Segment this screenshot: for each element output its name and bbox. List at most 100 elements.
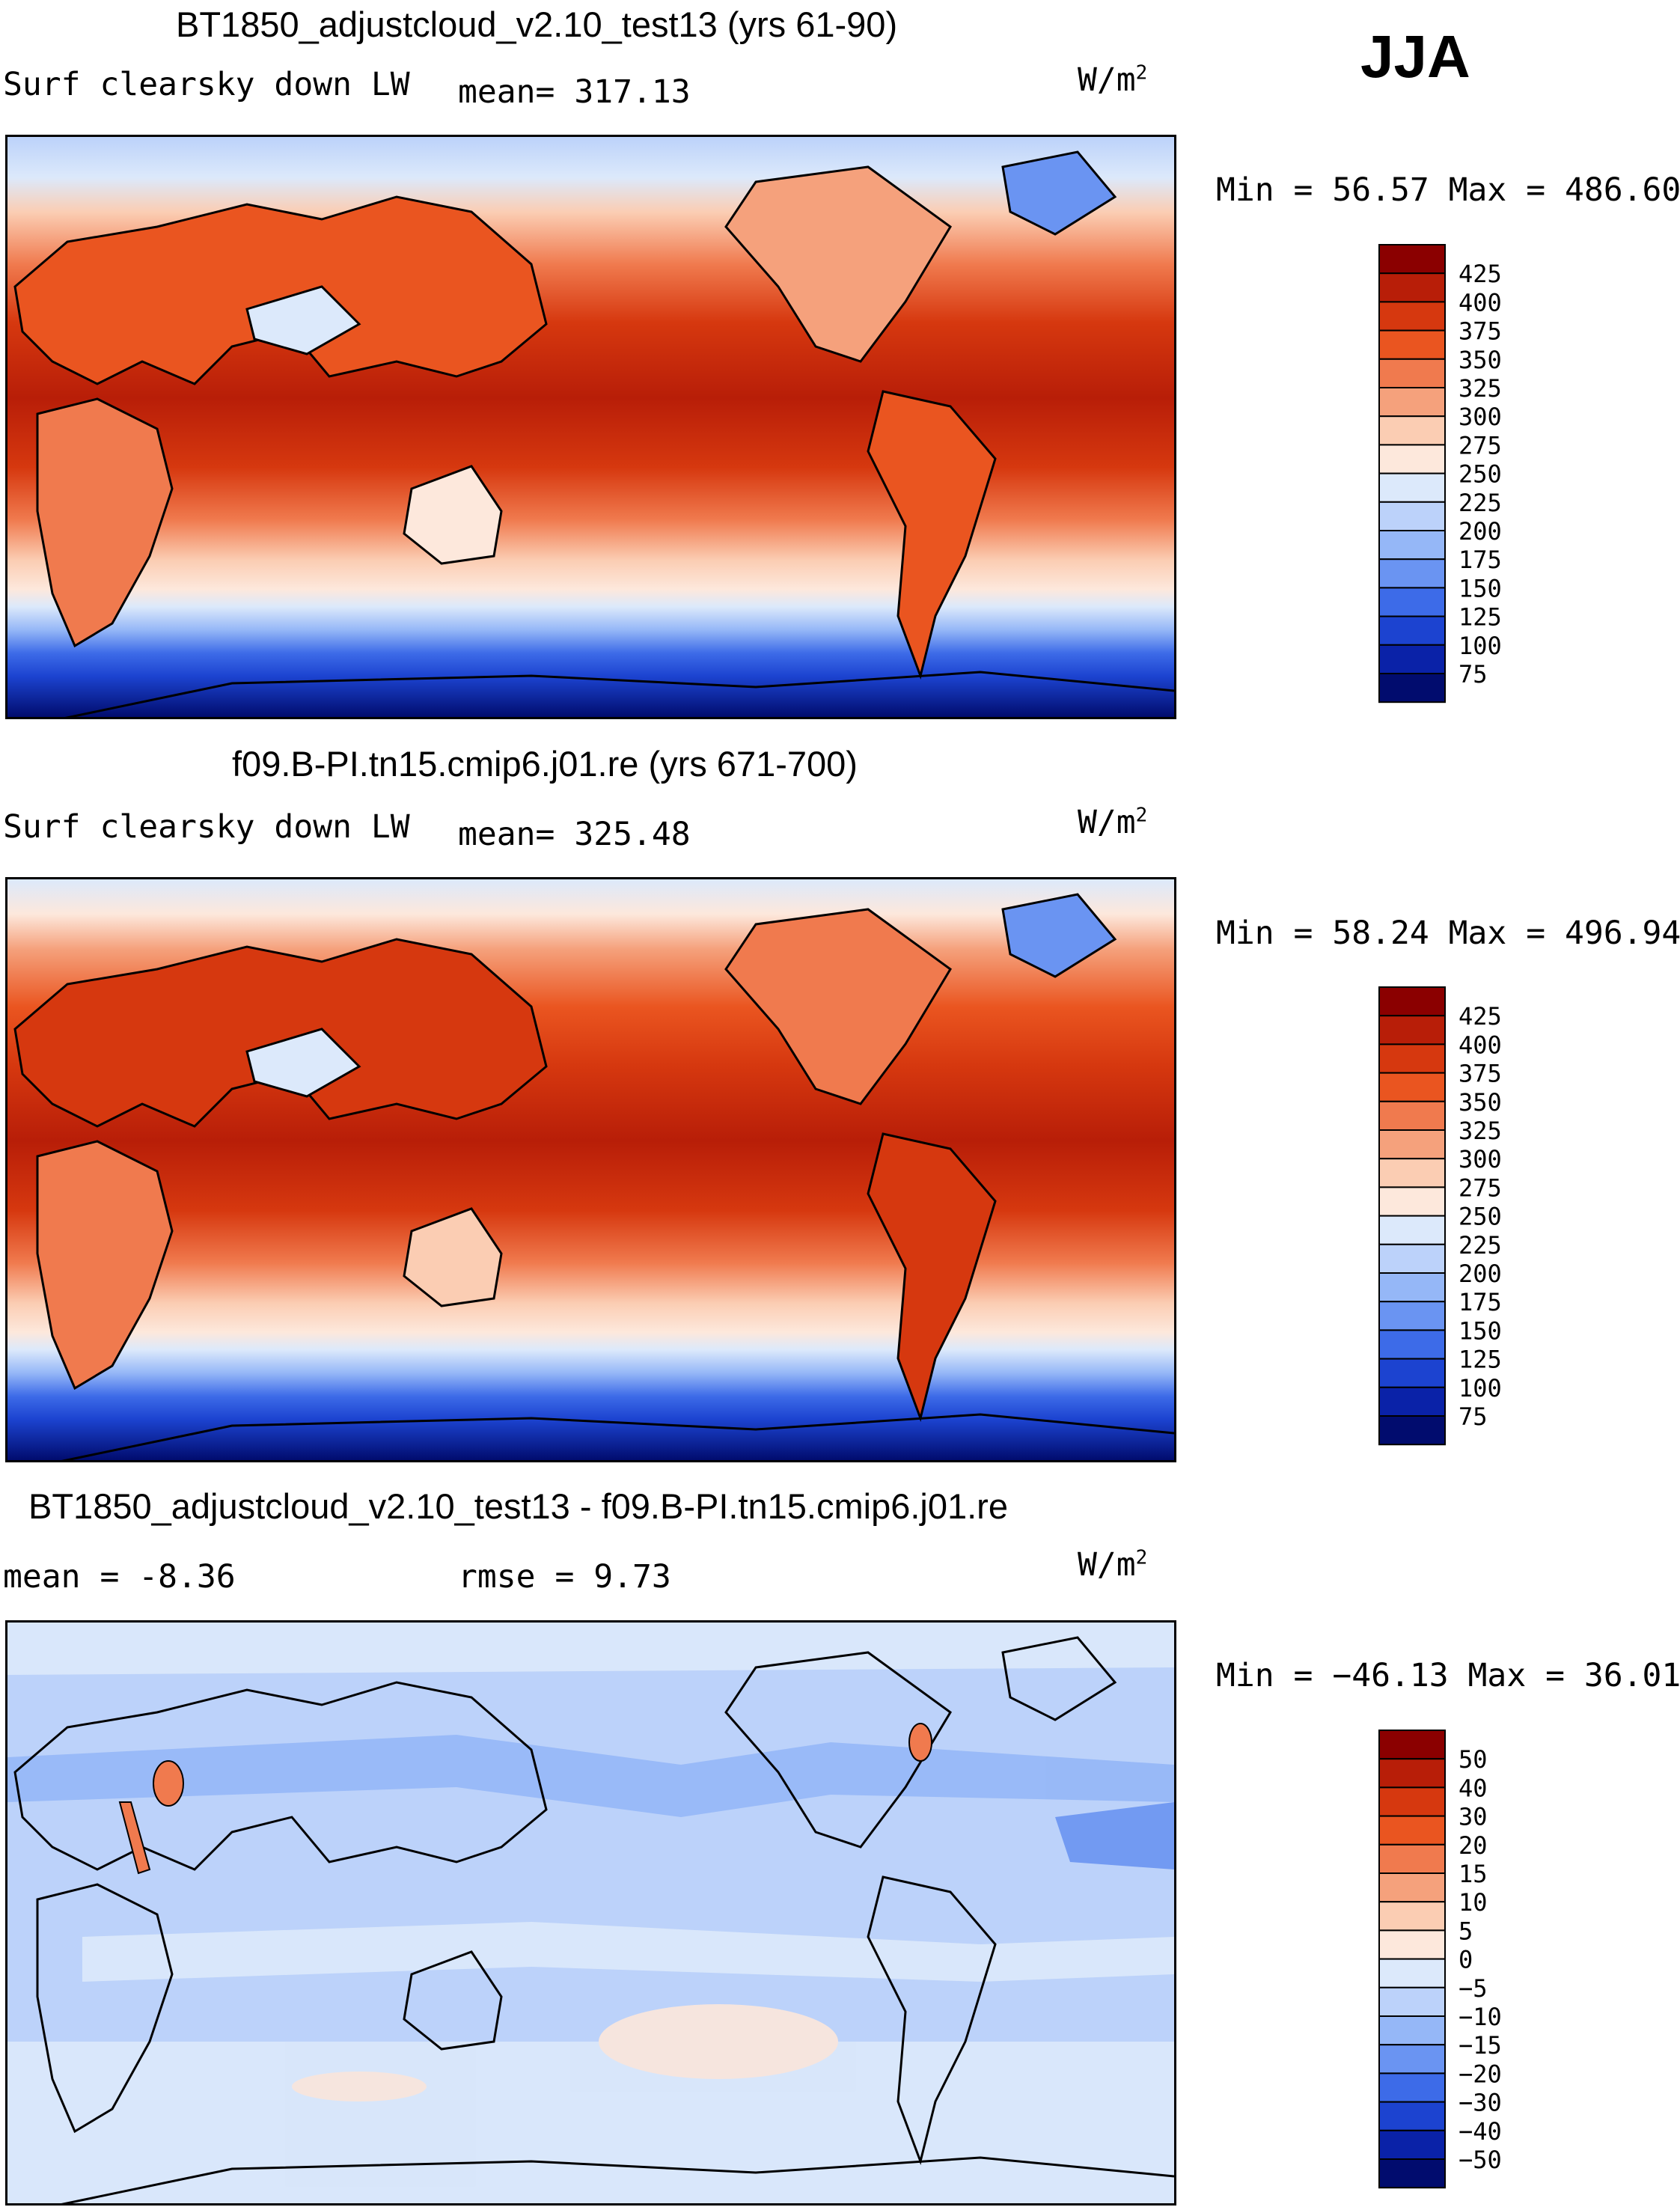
colorbar-box	[1378, 387, 1446, 418]
colorbar-box	[1378, 644, 1446, 674]
colorbar-tick-label: 325	[1458, 1117, 1502, 1145]
colorbar-tick-label: −40	[1458, 2117, 1502, 2146]
colorbar-box	[1378, 272, 1446, 303]
panel2-colorbar: 425 400 375 350 325 300 275 250 225 200 175 150 125 1…	[1378, 986, 1604, 1451]
panel2-map	[5, 877, 1176, 1462]
colorbar-tick-label: 100	[1458, 632, 1502, 660]
panel2-title: f09.B-PI.tn15.cmip6.j01.re (yrs 671-700)	[232, 744, 858, 784]
colorbar-box	[1378, 501, 1446, 531]
colorbar-box	[1378, 587, 1446, 617]
colorbar-box	[1378, 1815, 1446, 1846]
colorbar-tick-label: 150	[1458, 574, 1502, 602]
panel3-title: BT1850_adjustcloud_v2.10_test13 - f09.B-…	[28, 1486, 1008, 1526]
colorbar-box	[1378, 1929, 1446, 1960]
colorbar-box	[1378, 358, 1446, 389]
colorbar-box	[1378, 1043, 1446, 1074]
colorbar-tick-label: 175	[1458, 1288, 1502, 1316]
colorbar-tick-label: 425	[1458, 260, 1502, 288]
panel1-map	[5, 135, 1176, 719]
colorbar-box	[1378, 2044, 1446, 2075]
colorbar-box	[1378, 558, 1446, 589]
colorbar-tick-label: 0	[1458, 1946, 1473, 1974]
colorbar-box	[1378, 1986, 1446, 2017]
colorbar-box	[1378, 2158, 1446, 2189]
colorbar-box	[1378, 415, 1446, 446]
panel3-minmax-label: Min = −46.13 Max = 36.01	[1216, 1657, 1680, 1694]
colorbar-box	[1378, 615, 1446, 646]
colorbar-tick-label: 40	[1458, 1774, 1488, 1802]
colorbar-box	[1378, 1415, 1446, 1446]
colorbar-box	[1378, 329, 1446, 360]
colorbar-tick-label: 10	[1458, 1888, 1488, 1917]
colorbar-tick-label: 400	[1458, 288, 1502, 317]
panel3-units-label: W/m2	[1078, 1546, 1148, 1584]
colorbar-tick-label: 250	[1458, 1203, 1502, 1231]
colorbar-box	[1378, 2072, 1446, 2103]
colorbar-box	[1378, 2129, 1446, 2160]
colorbar-tick-label: 125	[1458, 603, 1502, 632]
colorbar-box	[1378, 444, 1446, 474]
colorbar-tick-label: 275	[1458, 431, 1502, 460]
colorbar-tick-label: −10	[1458, 2003, 1502, 2031]
panel1-title: BT1850_adjustcloud_v2.10_test13 (yrs 61-…	[176, 4, 898, 44]
colorbar-tick-label: 150	[1458, 1316, 1502, 1345]
colorbar-box	[1378, 1958, 1446, 1988]
colorbar-box	[1378, 2015, 1446, 2046]
panel3-rmse-label: rmse = 9.73	[458, 1558, 671, 1596]
colorbar-box	[1378, 1272, 1446, 1303]
colorbar-box	[1378, 301, 1446, 332]
colorbar-box	[1378, 1158, 1446, 1188]
panel3-mean-label: mean = -8.36	[3, 1558, 236, 1596]
colorbar-box	[1378, 1358, 1446, 1388]
panel1-colorbar: 425 400 375 350 325 300 275 250 225 200 175 150 125 1…	[1378, 244, 1604, 709]
colorbar-tick-label: 375	[1458, 317, 1502, 346]
colorbar-box	[1378, 1100, 1446, 1132]
colorbar-box	[1378, 244, 1446, 275]
colorbar-box	[1378, 1901, 1446, 1932]
colorbar-tick-label: 200	[1458, 1260, 1502, 1288]
panel2-mean-label: mean= 325.48	[458, 816, 691, 853]
colorbar-tick-label: 15	[1458, 1860, 1488, 1888]
colorbar-tick-label: 125	[1458, 1346, 1502, 1374]
colorbar-box	[1378, 1243, 1446, 1274]
colorbar-box	[1378, 1329, 1446, 1360]
panel2-units-label: W/m2	[1078, 804, 1148, 841]
panel3-colorbar: 50 40 30 20 15 10 5 0 −5 −10 −15 −20 −30 −40 −50	[1378, 1730, 1604, 2194]
colorbar-box	[1378, 1301, 1446, 1331]
colorbar-tick-label: 250	[1458, 460, 1502, 489]
colorbar-box	[1378, 1072, 1446, 1102]
colorbar-tick-label: −5	[1458, 1974, 1488, 2003]
colorbar-tick-label: 225	[1458, 489, 1502, 517]
colorbar-tick-label: 20	[1458, 1831, 1488, 1860]
colorbar-tick-label: 275	[1458, 1173, 1502, 1202]
colorbar-box	[1378, 986, 1446, 1017]
colorbar-tick-label: 30	[1458, 1803, 1488, 1831]
colorbar-tick-label: 300	[1458, 403, 1502, 431]
colorbar-box	[1378, 1730, 1446, 1760]
colorbar-tick-label: 325	[1458, 374, 1502, 403]
colorbar-tick-label: 400	[1458, 1031, 1502, 1059]
panel1-mean-label: mean= 317.13	[458, 73, 691, 111]
panel1-variable-label: Surf clearsky down LW	[3, 66, 410, 103]
colorbar-box	[1378, 1015, 1446, 1046]
colorbar-tick-label: 350	[1458, 346, 1502, 374]
season-label: JJA	[1360, 23, 1470, 90]
colorbar-tick-label: 75	[1458, 1402, 1488, 1431]
colorbar-box	[1378, 1758, 1446, 1789]
colorbar-tick-label: 200	[1458, 517, 1502, 546]
colorbar-box	[1378, 472, 1446, 503]
colorbar-tick-label: −15	[1458, 2031, 1502, 2060]
colorbar-box	[1378, 1186, 1446, 1217]
colorbar-tick-label: −30	[1458, 2089, 1502, 2117]
colorbar-tick-label: 175	[1458, 546, 1502, 574]
colorbar-tick-label: 225	[1458, 1231, 1502, 1260]
colorbar-tick-label: 5	[1458, 1917, 1473, 1945]
colorbar-tick-label: 425	[1458, 1002, 1502, 1031]
panel1-minmax-label: Min = 56.57 Max = 486.60	[1216, 171, 1680, 209]
colorbar-tick-label: 375	[1458, 1060, 1502, 1088]
panel3-map	[5, 1620, 1176, 2206]
colorbar-box	[1378, 530, 1446, 561]
colorbar-box	[1378, 1215, 1446, 1245]
colorbar-tick-label: −20	[1458, 2060, 1502, 2088]
colorbar-box	[1378, 1386, 1446, 1417]
